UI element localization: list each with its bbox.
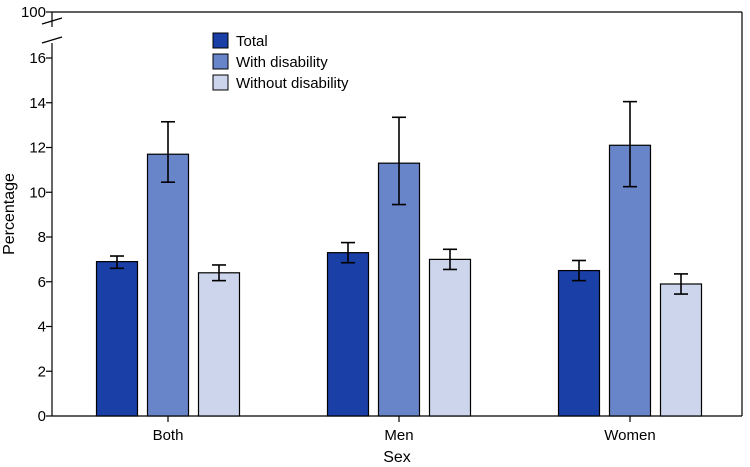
bar-without-disability-both [197,272,241,417]
error-bar-total-men [341,241,355,264]
legend-swatch-without-disability [212,74,229,91]
axis-break-icon [41,17,63,44]
legend: Total With disability Without disability [212,32,349,92]
error-bars [110,100,688,295]
y-tick-label-top: 100 [21,4,46,21]
y-tick-label: 8 [38,229,46,246]
bar-without-disability-men [428,258,472,417]
bars [95,144,703,417]
plot-area: 0 2 4 6 8 10 12 14 16 100 Both Men Women [21,4,743,444]
bar-without-disability-women [659,283,703,417]
bar-total-men [326,252,370,417]
bar-with-disability-both [146,153,190,417]
legend-swatch-total [212,32,229,49]
x-tick-label-women: Women [604,427,655,444]
x-ticks: Both Men Women [153,416,656,444]
y-tick-label: 14 [29,95,46,112]
bar-with-disability-women [608,144,652,417]
bar-total-both [95,261,139,417]
legend-label-with-disability: With disability [236,54,328,71]
y-tick-label: 16 [29,50,46,67]
error-bar-with-disability-men [392,116,406,206]
y-tick-label: 4 [38,319,46,336]
legend-label-without-disability: Without disability [236,75,349,92]
error-bar-with-disability-both [161,120,175,183]
y-ticks: 0 2 4 6 8 10 12 14 16 [29,50,52,425]
error-bar-with-disability-women [623,100,637,188]
y-axis-title: Percentage [1,173,18,255]
y-tick-label: 0 [38,408,46,425]
y-tick-label: 10 [29,184,46,201]
y-tick-label: 6 [38,274,46,291]
x-tick-label-both: Both [153,427,184,444]
legend-swatch-with-disability [212,53,229,70]
error-bar-without-disability-women [674,273,688,295]
x-tick-label-men: Men [384,427,413,444]
x-axis-title: Sex [383,449,411,466]
y-tick-label: 2 [38,363,46,380]
error-bar-without-disability-both [212,264,226,282]
error-bar-total-women [572,259,586,282]
error-bar-total-both [110,255,124,270]
error-bar-without-disability-men [443,248,457,271]
bar-total-women [557,269,601,417]
y-tick-label: 12 [29,140,46,157]
legend-label-total: Total [236,33,268,50]
